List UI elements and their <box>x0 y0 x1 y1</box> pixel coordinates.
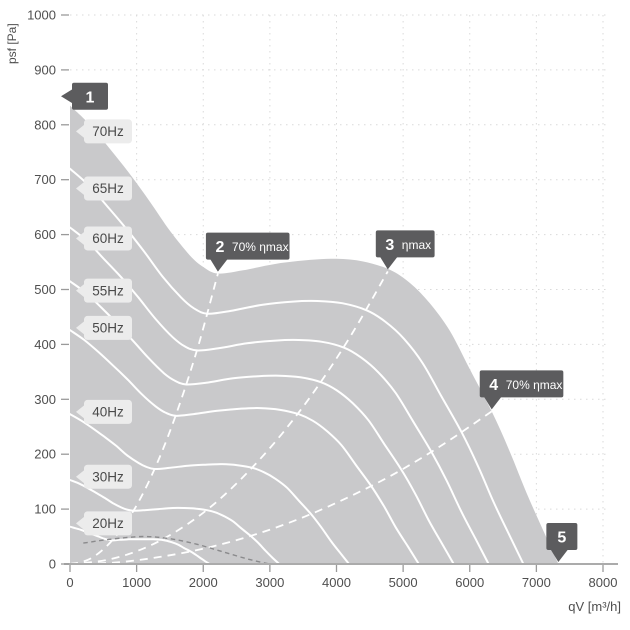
curve-55hz <box>69 280 455 565</box>
y-tick-label: 700 <box>34 172 56 187</box>
y-tick-label: 200 <box>34 447 56 462</box>
freq-label-text: 70Hz <box>92 124 124 139</box>
x-tick-label: 2000 <box>189 575 218 590</box>
marker-tail <box>483 396 502 410</box>
marker-box <box>205 232 290 260</box>
marker-badge-3[interactable]: 3 ηmax <box>375 230 435 270</box>
freq-label-60hz: 60Hz <box>76 226 132 251</box>
marker-number: 1 <box>86 89 95 106</box>
freq-label-55hz: 55Hz <box>76 278 132 303</box>
marker-number: 5 <box>557 530 566 547</box>
x-axis-title: qV [m³/h] <box>568 599 621 614</box>
marker-badge-1[interactable]: 1 <box>61 82 108 110</box>
marker-tail <box>379 256 398 270</box>
freq-label-arrow <box>76 319 86 336</box>
y-tick-label: 900 <box>34 62 56 77</box>
freq-label-pill <box>84 119 132 144</box>
curve-30hz <box>69 479 281 565</box>
x-tick-label: 5000 <box>389 575 418 590</box>
marker-badge-2[interactable]: 2 70% ηmax <box>205 232 290 272</box>
x-tick-label: 1000 <box>122 575 151 590</box>
x-tick-label: 0 <box>66 575 73 590</box>
freq-label-pill <box>84 226 132 251</box>
envelope-area-70hz <box>70 105 559 564</box>
freq-label-text: 55Hz <box>92 283 124 298</box>
freq-label-text: 65Hz <box>92 181 124 196</box>
freq-label-50hz: 50Hz <box>76 315 132 340</box>
marker-tail <box>61 88 74 105</box>
freq-label-text: 50Hz <box>92 321 124 336</box>
y-axis-title: psf [Pa] <box>5 23 19 64</box>
freq-label-70hz: 70Hz <box>76 119 132 144</box>
marker-label: ηmax <box>402 238 431 252</box>
freq-label-arrow <box>76 123 86 140</box>
y-tick-label: 100 <box>34 502 56 517</box>
freq-label-text: 30Hz <box>92 469 124 484</box>
curve-60hz <box>69 226 490 565</box>
marker-number: 3 <box>385 237 394 254</box>
marker-badge-4[interactable]: 4 70% ηmax <box>479 370 564 410</box>
y-tick-label: 1000 <box>27 8 56 23</box>
marker-tail <box>550 549 569 562</box>
marker-box <box>546 523 578 550</box>
freq-label-pill <box>84 315 132 340</box>
freq-label-text: 40Hz <box>92 405 124 420</box>
freq-label-20hz: 20Hz <box>76 511 132 536</box>
x-tick-label: 4000 <box>322 575 351 590</box>
freq-label-pill <box>84 399 132 424</box>
marker-number: 2 <box>215 239 224 256</box>
freq-label-arrow <box>76 230 86 247</box>
efficiency-line-2 <box>69 410 493 565</box>
y-tick-label: 500 <box>34 282 56 297</box>
y-tick-label: 300 <box>34 392 56 407</box>
curve-40hz <box>69 413 351 565</box>
freq-label-arrow <box>76 468 86 485</box>
freq-label-arrow <box>76 515 86 532</box>
freq-label-pill <box>84 176 132 201</box>
curve-50hz <box>69 329 420 565</box>
marker-box <box>72 82 108 110</box>
marker-box <box>479 370 564 398</box>
freq-label-pill <box>84 511 132 536</box>
y-tick-label: 0 <box>49 557 56 572</box>
freq-label-pill <box>84 278 132 303</box>
freq-label-arrow <box>76 180 86 197</box>
efficiency-line-1 <box>69 270 389 565</box>
x-tick-label: 7000 <box>522 575 551 590</box>
freq-label-text: 60Hz <box>92 231 124 246</box>
x-tick-label: 3000 <box>255 575 284 590</box>
x-tick-label: 8000 <box>589 575 618 590</box>
x-tick-label: 6000 <box>455 575 484 590</box>
freq-label-65hz: 65Hz <box>76 176 132 201</box>
marker-badge-5[interactable]: 5 <box>546 523 578 562</box>
freq-label-arrow <box>76 403 86 420</box>
marker-number: 4 <box>489 377 498 394</box>
marker-label: 70% ηmax <box>232 240 289 254</box>
y-tick-label: 600 <box>34 227 56 242</box>
efficiency-line-0 <box>69 273 219 565</box>
freq-label-pill <box>84 464 132 489</box>
marker-box <box>375 230 435 258</box>
freq-label-40hz: 40Hz <box>76 399 132 424</box>
freq-label-text: 20Hz <box>92 516 124 531</box>
freq-label-arrow <box>76 282 86 299</box>
y-tick-label: 800 <box>34 117 56 132</box>
freq-label-30hz: 30Hz <box>76 464 132 489</box>
marker-tail <box>209 258 228 272</box>
curve-65hz <box>69 167 525 565</box>
y-tick-label: 400 <box>34 337 56 352</box>
marker-label: 70% ηmax <box>506 378 563 392</box>
